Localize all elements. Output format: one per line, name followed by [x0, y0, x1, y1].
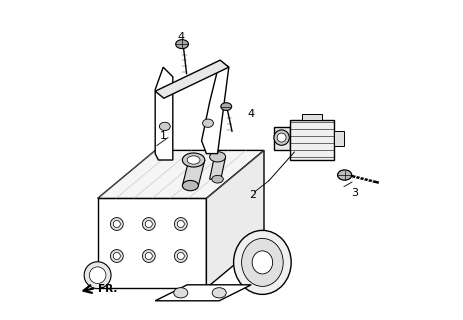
Ellipse shape: [142, 250, 155, 262]
Polygon shape: [97, 198, 206, 288]
Ellipse shape: [142, 218, 155, 230]
Ellipse shape: [182, 180, 198, 191]
Polygon shape: [289, 120, 334, 160]
Polygon shape: [206, 150, 263, 288]
Ellipse shape: [276, 133, 286, 142]
Ellipse shape: [174, 218, 187, 230]
Ellipse shape: [212, 175, 223, 183]
Ellipse shape: [337, 170, 351, 180]
Text: 1: 1: [159, 131, 166, 141]
Ellipse shape: [273, 130, 288, 145]
Ellipse shape: [177, 252, 184, 260]
Ellipse shape: [173, 288, 188, 298]
Text: 2: 2: [249, 190, 256, 200]
Ellipse shape: [110, 218, 123, 230]
Text: 3: 3: [350, 188, 357, 198]
Ellipse shape: [113, 220, 120, 228]
Polygon shape: [273, 127, 289, 150]
Ellipse shape: [174, 250, 187, 262]
Polygon shape: [201, 61, 228, 154]
Ellipse shape: [145, 252, 152, 260]
Ellipse shape: [241, 238, 282, 286]
Polygon shape: [155, 285, 250, 301]
Ellipse shape: [233, 230, 291, 294]
Polygon shape: [209, 157, 225, 179]
Ellipse shape: [212, 288, 226, 298]
Ellipse shape: [209, 152, 225, 162]
Ellipse shape: [220, 103, 231, 110]
Ellipse shape: [159, 122, 170, 131]
Polygon shape: [302, 114, 321, 120]
Ellipse shape: [202, 119, 213, 127]
Text: FR.: FR.: [98, 284, 117, 294]
Polygon shape: [155, 60, 228, 98]
Ellipse shape: [110, 250, 123, 262]
Ellipse shape: [84, 262, 111, 289]
Polygon shape: [182, 160, 204, 186]
Ellipse shape: [177, 220, 184, 228]
Polygon shape: [155, 67, 172, 160]
Ellipse shape: [145, 220, 152, 228]
Text: 4: 4: [177, 32, 184, 42]
Polygon shape: [97, 150, 263, 198]
Ellipse shape: [175, 40, 188, 49]
Polygon shape: [334, 131, 343, 146]
Text: 4: 4: [247, 108, 254, 119]
Ellipse shape: [251, 251, 272, 274]
Ellipse shape: [113, 252, 120, 260]
Ellipse shape: [182, 153, 204, 167]
Ellipse shape: [187, 156, 200, 164]
Ellipse shape: [89, 267, 106, 284]
